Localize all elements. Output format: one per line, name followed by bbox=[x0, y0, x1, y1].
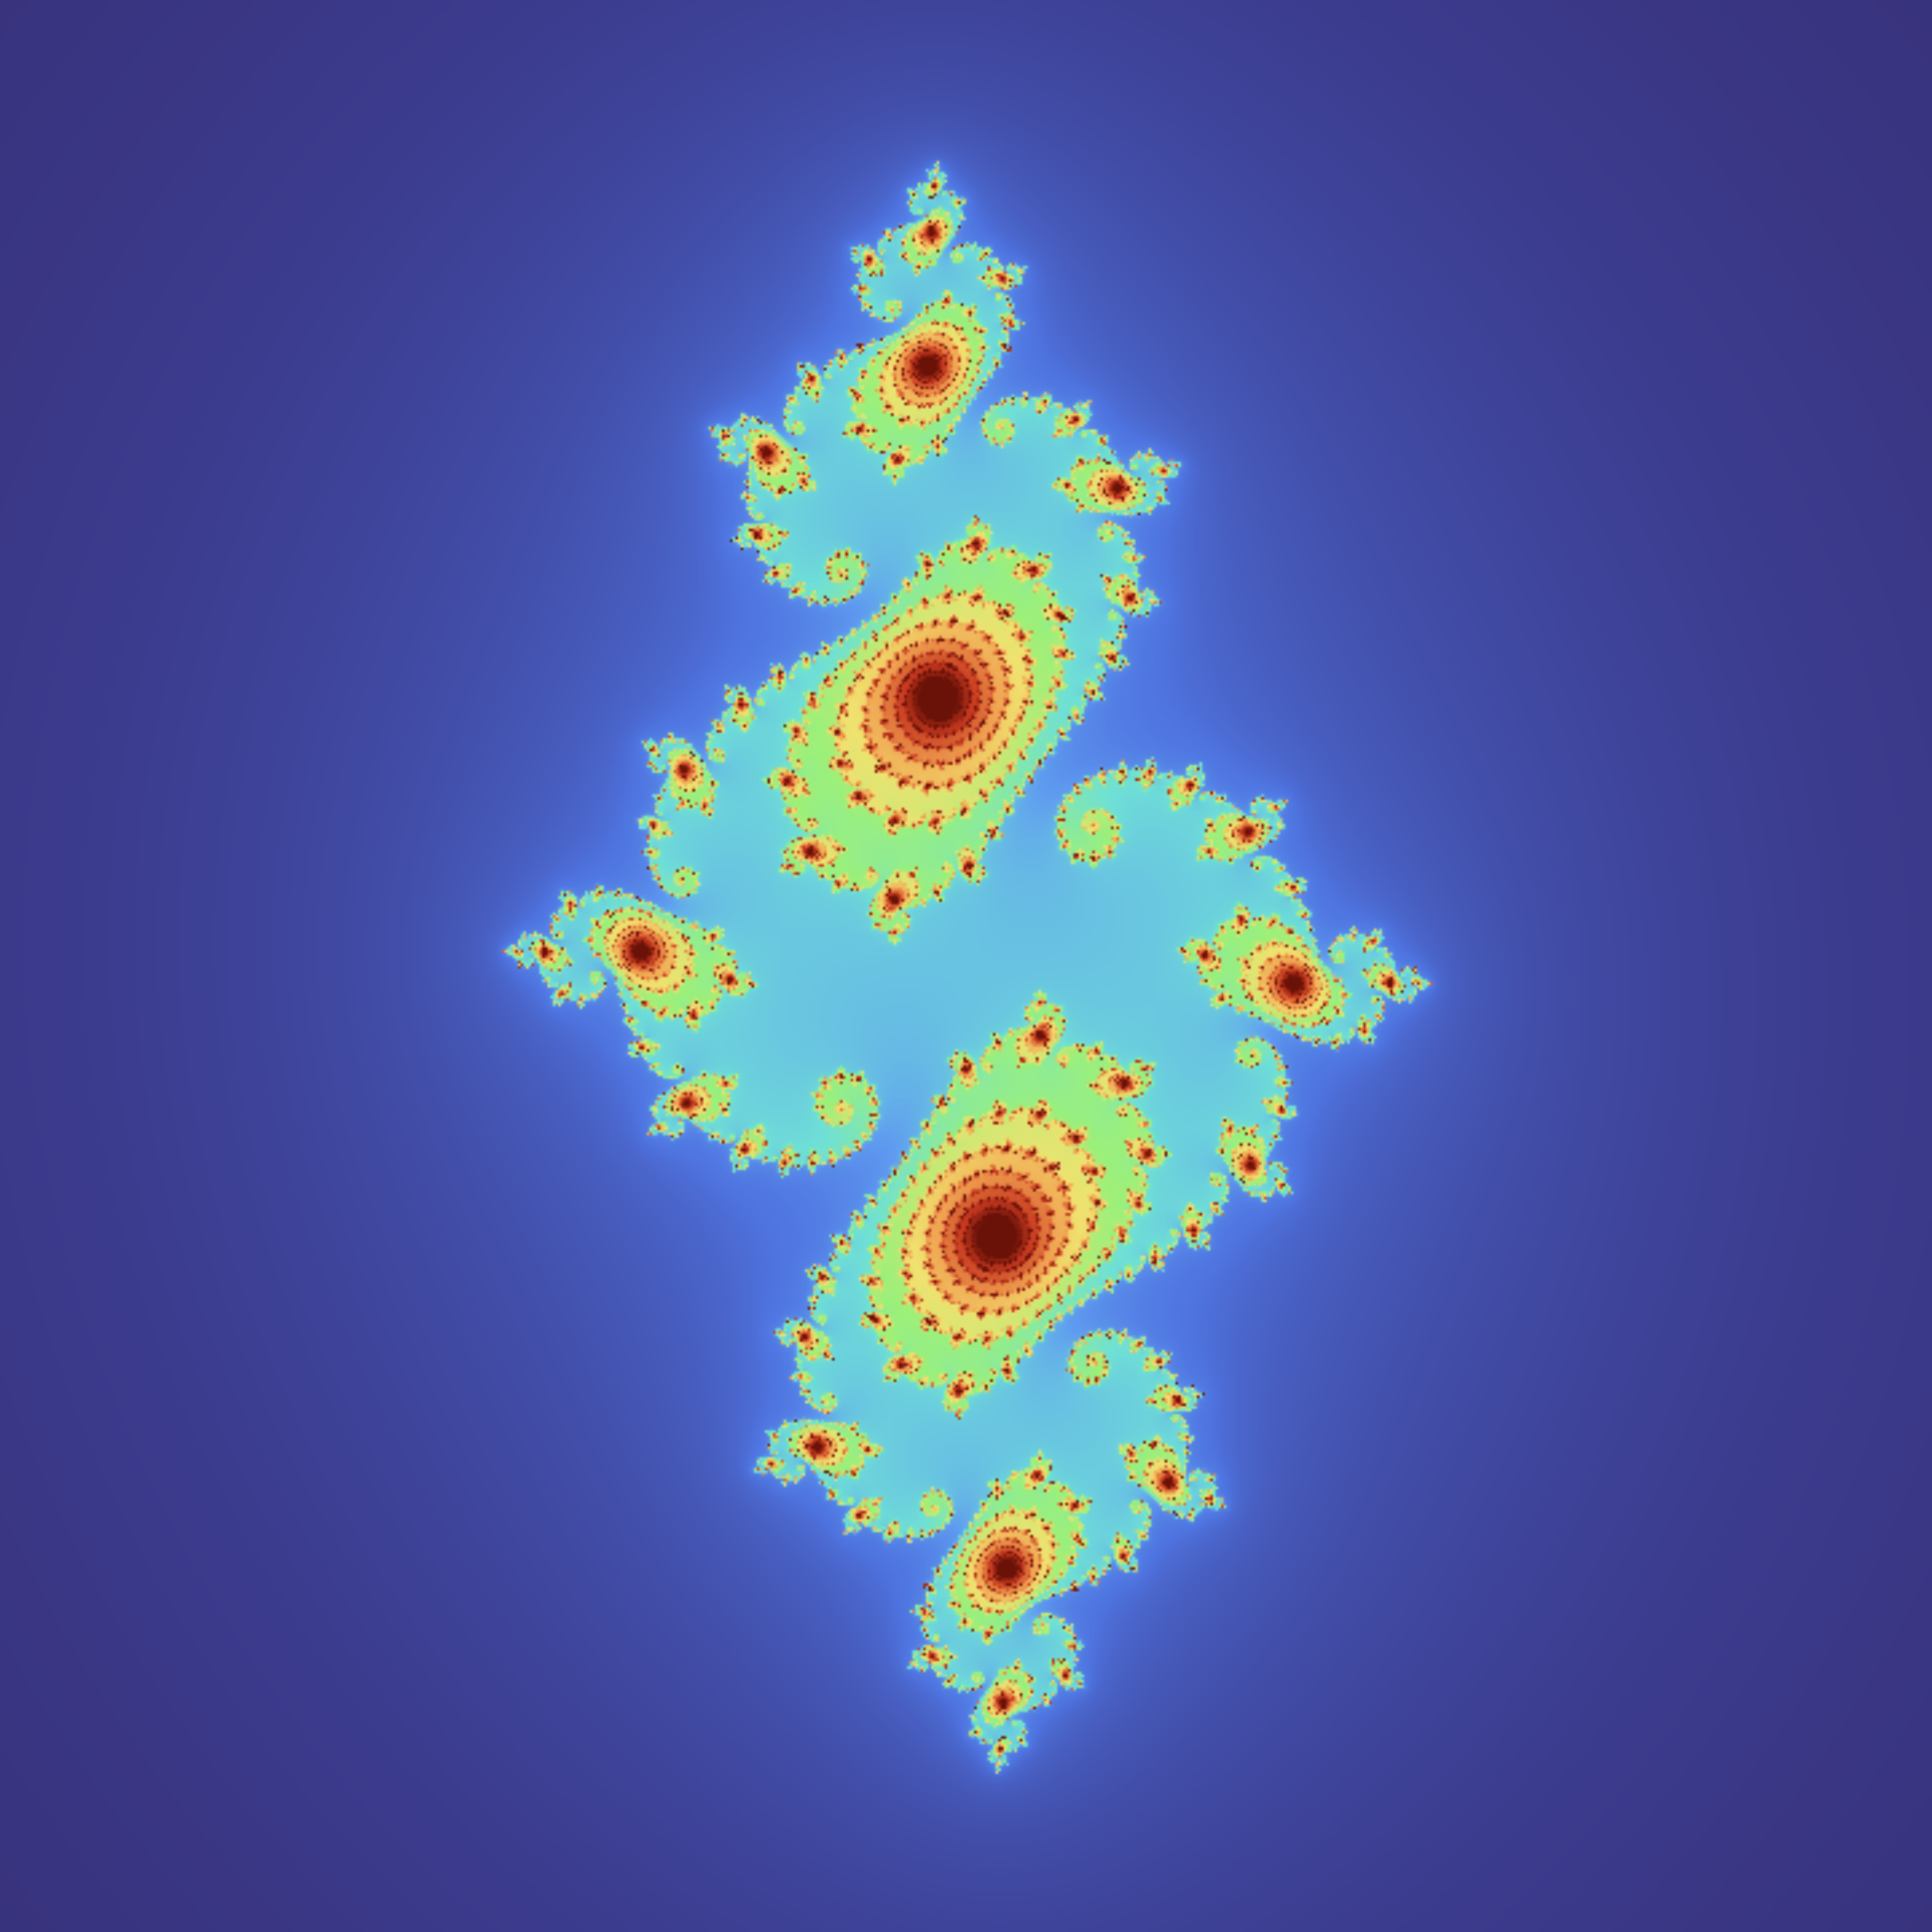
julia-set-fractal-image bbox=[0, 0, 1932, 1932]
